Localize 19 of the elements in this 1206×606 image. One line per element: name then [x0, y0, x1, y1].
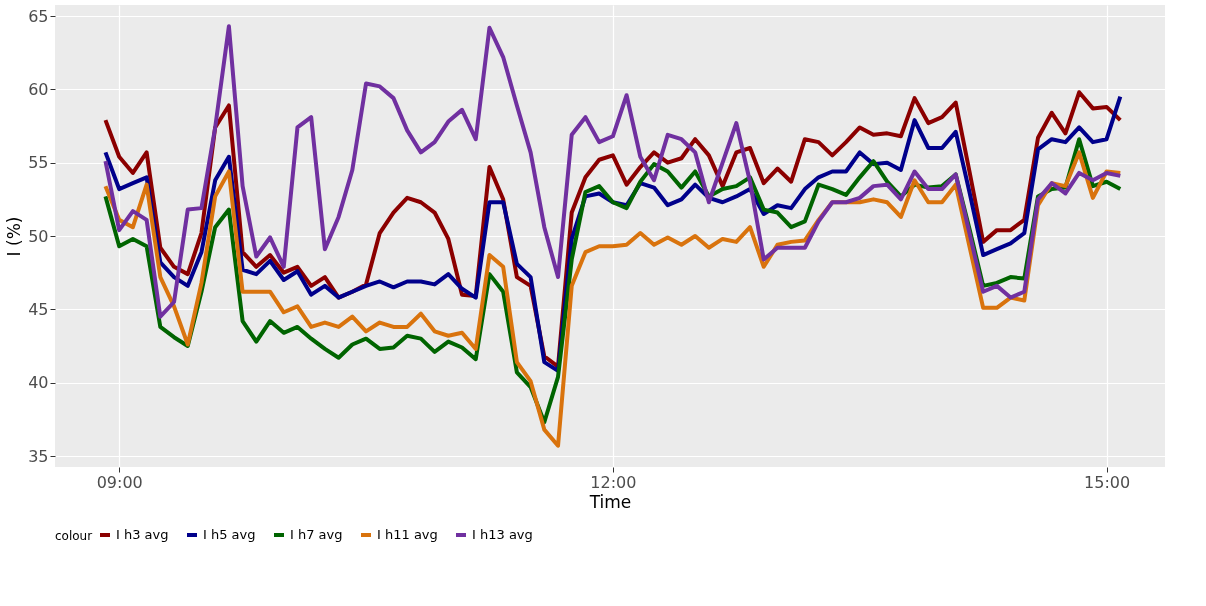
- y-tick-label: 40: [28, 373, 49, 393]
- y-tick-label: 65: [28, 6, 49, 26]
- y-tick-label: 55: [28, 153, 49, 173]
- y-axis-title: I (%): [4, 216, 25, 257]
- legend-label: I h11 avg: [377, 527, 438, 542]
- legend-label: I h7 avg: [290, 527, 343, 542]
- y-tick-label: 35: [28, 446, 49, 466]
- x-tick-label: 09:00: [96, 472, 143, 492]
- legend-label: I h5 avg: [203, 527, 256, 542]
- y-tick-label: 60: [28, 79, 49, 99]
- legend-label: I h3 avg: [116, 527, 169, 542]
- x-tick-label: 15:00: [1084, 472, 1131, 492]
- y-tick-label: 50: [28, 226, 49, 246]
- legend-label: I h13 avg: [472, 527, 533, 542]
- line-series: [103, 24, 1123, 319]
- x-axis-title: Time: [588, 491, 632, 512]
- x-tick-label: 12:00: [590, 472, 637, 492]
- legend-title: colour: [55, 529, 93, 543]
- y-tick-label: 45: [28, 299, 49, 319]
